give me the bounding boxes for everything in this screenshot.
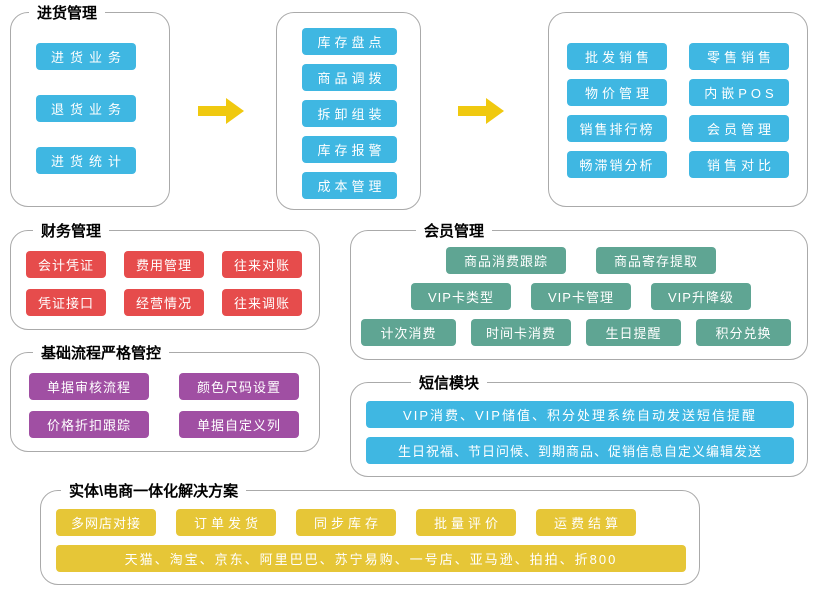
sales-box: 批发销售 物价管理 销售排行榜 畅滞销分析 零售销售 内嵌POS 会员管理 销售… <box>548 12 808 207</box>
sales-item: 会员管理 <box>689 115 789 142</box>
ecommerce-title: 实体\电商一体化解决方案 <box>61 480 246 501</box>
member-item: VIP卡类型 <box>411 283 511 310</box>
ecommerce-item: 多网店对接 <box>56 509 156 536</box>
inbound-item: 退货业务 <box>36 95 136 122</box>
inbound-title: 进货管理 <box>29 2 105 23</box>
process-item: 颜色尺码设置 <box>179 373 299 400</box>
member-item: 积分兑换 <box>696 319 791 346</box>
inbound-item: 进货业务 <box>36 43 136 70</box>
process-box: 基础流程严格管控 单据审核流程 颜色尺码设置 价格折扣跟踪 单据自定义列 <box>10 352 320 452</box>
ecommerce-line: 天猫、淘宝、京东、阿里巴巴、苏宁易购、一号店、亚马逊、拍拍、折800 <box>56 545 686 572</box>
member-box: 会员管理 商品消费跟踪 商品寄存提取 VIP卡类型 VIP卡管理 VIP升降级 … <box>350 230 808 360</box>
finance-item: 经营情况 <box>124 289 204 316</box>
inbound-box: 进货管理 进货业务 退货业务 进货统计 <box>10 12 170 207</box>
process-item: 价格折扣跟踪 <box>29 411 149 438</box>
member-item: 商品寄存提取 <box>596 247 716 274</box>
arrow-icon <box>458 100 508 122</box>
member-title: 会员管理 <box>416 220 492 241</box>
finance-item: 会计凭证 <box>26 251 106 278</box>
inventory-item: 库存盘点 <box>302 28 397 55</box>
inventory-item: 成本管理 <box>302 172 397 199</box>
inbound-item: 进货统计 <box>36 147 136 174</box>
member-item: 时间卡消费 <box>471 319 571 346</box>
finance-item: 费用管理 <box>124 251 204 278</box>
sms-box: 短信模块 VIP消费、VIP储值、积分处理系统自动发送短信提醒 生日祝福、节日问… <box>350 382 808 477</box>
sales-item: 畅滞销分析 <box>567 151 667 178</box>
sms-title: 短信模块 <box>411 372 487 393</box>
member-item: 计次消费 <box>361 319 456 346</box>
member-item: VIP卡管理 <box>531 283 631 310</box>
finance-item: 凭证接口 <box>26 289 106 316</box>
sales-item: 销售排行榜 <box>567 115 667 142</box>
inventory-box: 库存盘点 商品调拨 拆卸组装 库存报警 成本管理 <box>276 12 421 210</box>
process-title: 基础流程严格管控 <box>33 342 169 363</box>
sales-item: 零售销售 <box>689 43 789 70</box>
sales-item: 物价管理 <box>567 79 667 106</box>
inventory-item: 库存报警 <box>302 136 397 163</box>
sales-item: 销售对比 <box>689 151 789 178</box>
member-item: 生日提醒 <box>586 319 681 346</box>
sms-line: 生日祝福、节日问候、到期商品、促销信息自定义编辑发送 <box>366 437 794 464</box>
ecommerce-item: 运费结算 <box>536 509 636 536</box>
finance-item: 往来对账 <box>222 251 302 278</box>
finance-item: 往来调账 <box>222 289 302 316</box>
ecommerce-item: 批量评价 <box>416 509 516 536</box>
finance-title: 财务管理 <box>33 220 109 241</box>
sms-line: VIP消费、VIP储值、积分处理系统自动发送短信提醒 <box>366 401 794 428</box>
sales-item: 批发销售 <box>567 43 667 70</box>
arrow-icon <box>198 100 248 122</box>
sales-item: 内嵌POS <box>689 79 789 106</box>
ecommerce-item: 同步库存 <box>296 509 396 536</box>
process-item: 单据审核流程 <box>29 373 149 400</box>
process-item: 单据自定义列 <box>179 411 299 438</box>
inventory-item: 商品调拨 <box>302 64 397 91</box>
finance-box: 财务管理 会计凭证 费用管理 往来对账 凭证接口 经营情况 往来调账 <box>10 230 320 330</box>
inventory-item: 拆卸组装 <box>302 100 397 127</box>
member-item: VIP升降级 <box>651 283 751 310</box>
member-item: 商品消费跟踪 <box>446 247 566 274</box>
ecommerce-box: 实体\电商一体化解决方案 多网店对接 订单发货 同步库存 批量评价 运费结算 天… <box>40 490 700 585</box>
ecommerce-item: 订单发货 <box>176 509 276 536</box>
